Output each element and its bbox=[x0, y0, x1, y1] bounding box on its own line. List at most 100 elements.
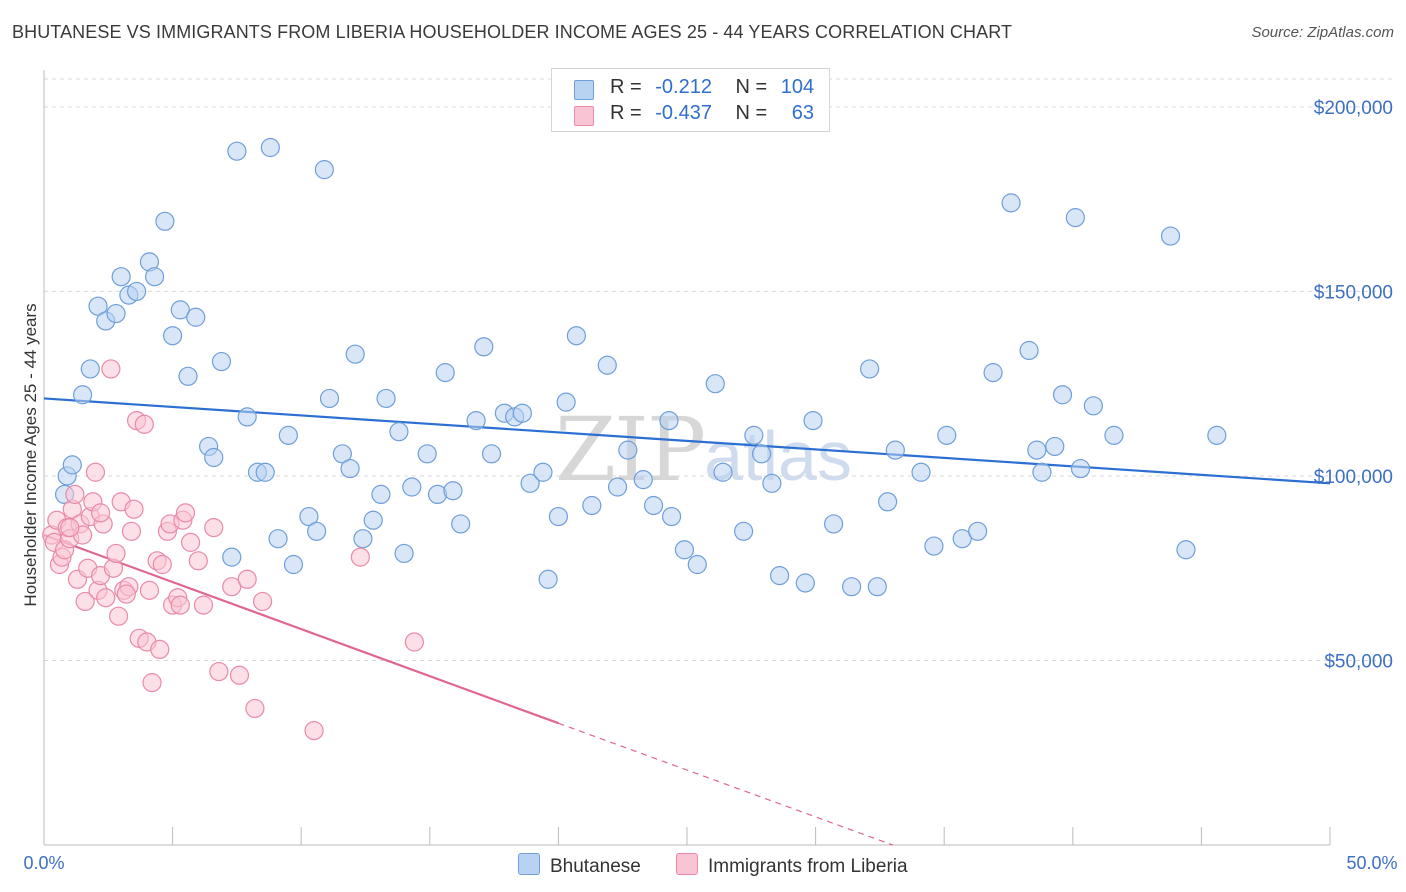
y-tick-label: $50,000 bbox=[1324, 651, 1393, 672]
point-bhutanese bbox=[1065, 208, 1085, 228]
point-liberia bbox=[90, 503, 111, 523]
point-liberia bbox=[124, 499, 144, 519]
point-liberia bbox=[75, 591, 95, 612]
point-bhutanese bbox=[88, 296, 108, 316]
bottom-legend-label: Bhutanese bbox=[550, 856, 641, 877]
point-bhutanese bbox=[520, 473, 540, 493]
point-liberia bbox=[404, 632, 424, 652]
point-liberia bbox=[175, 503, 196, 523]
point-bhutanese bbox=[878, 492, 898, 512]
point-bhutanese bbox=[1104, 425, 1124, 445]
point-bhutanese bbox=[762, 473, 782, 493]
point-bhutanese bbox=[155, 211, 175, 231]
point-bhutanese bbox=[111, 267, 131, 287]
source-label: Source: ZipAtlas.com bbox=[1251, 24, 1394, 41]
point-liberia bbox=[350, 547, 370, 567]
point-bhutanese bbox=[255, 462, 275, 482]
axis-labels: $50,000 $100,000 $150,000 $200,000 0.0% 50.0%… bbox=[21, 98, 1398, 873]
bottom-legend-bhutanese[interactable]: Bhutanese bbox=[518, 853, 641, 878]
point-liberia bbox=[209, 661, 229, 682]
legend-r-label: R = bbox=[610, 76, 642, 98]
point-liberia bbox=[245, 698, 265, 719]
point-bhutanese bbox=[705, 374, 725, 394]
point-bhutanese bbox=[481, 444, 502, 464]
y-axis-title: Householder Income Ages 25 - 44 years bbox=[21, 303, 40, 606]
point-bhutanese bbox=[744, 425, 764, 445]
point-bhutanese bbox=[332, 444, 352, 464]
x-tick-label: 0.0% bbox=[23, 853, 64, 873]
legend-n-value: 63 bbox=[791, 102, 815, 124]
point-bhutanese bbox=[268, 529, 288, 549]
legend-swatch-blue bbox=[574, 80, 594, 100]
point-bhutanese bbox=[1176, 540, 1196, 560]
point-liberia bbox=[304, 720, 324, 741]
point-bhutanese bbox=[394, 543, 414, 564]
point-bhutanese bbox=[80, 359, 100, 379]
point-bhutanese bbox=[548, 506, 569, 527]
legend-swatch-pink bbox=[574, 106, 594, 126]
point-bhutanese bbox=[687, 554, 707, 575]
point-bhutanese bbox=[227, 141, 247, 161]
trend-lines bbox=[43, 397, 1331, 846]
point-bhutanese bbox=[885, 440, 905, 460]
point-bhutanese bbox=[178, 366, 198, 386]
point-bhutanese bbox=[62, 455, 82, 475]
point-bhutanese bbox=[582, 495, 602, 516]
y-tick-label: $200,000 bbox=[1314, 98, 1393, 119]
point-bhutanese bbox=[443, 481, 463, 501]
point-bhutanese bbox=[911, 462, 931, 482]
point-bhutanese bbox=[674, 540, 695, 560]
point-liberia bbox=[229, 665, 250, 685]
point-bhutanese bbox=[924, 536, 944, 556]
point-bhutanese bbox=[371, 484, 391, 505]
point-bhutanese bbox=[1019, 340, 1039, 361]
point-liberia bbox=[108, 606, 129, 626]
point-liberia bbox=[193, 595, 214, 615]
point-bhutanese bbox=[204, 447, 224, 468]
watermark: ZIPatlas bbox=[555, 398, 852, 501]
point-bhutanese bbox=[1027, 440, 1047, 460]
point-bhutanese bbox=[1160, 226, 1181, 246]
point-liberia bbox=[139, 580, 160, 600]
legend-r-label: R = bbox=[610, 102, 642, 124]
point-bhutanese bbox=[1032, 462, 1052, 482]
point-bhutanese bbox=[283, 554, 304, 575]
point-liberia bbox=[181, 532, 201, 552]
point-bhutanese bbox=[435, 363, 455, 383]
point-bhutanese bbox=[278, 425, 298, 445]
data-points bbox=[42, 137, 1227, 741]
point-bhutanese bbox=[633, 470, 653, 490]
point-bhutanese bbox=[566, 326, 587, 346]
point-bhutanese bbox=[643, 495, 664, 516]
point-liberia bbox=[60, 518, 80, 538]
point-liberia bbox=[222, 577, 242, 597]
point-bhutanese bbox=[533, 462, 553, 482]
point-bhutanese bbox=[376, 388, 396, 409]
point-liberia bbox=[152, 554, 172, 575]
point-bhutanese bbox=[299, 506, 319, 527]
legend-n-value: 104 bbox=[780, 76, 815, 98]
correlation-legend: R = -0.212 N = 104 R = -0.437 N = 63 bbox=[551, 68, 830, 132]
legend-r-value: -0.212 bbox=[655, 76, 712, 98]
trend-line-bhutanese bbox=[43, 397, 1331, 485]
point-liberia bbox=[101, 359, 121, 379]
point-bhutanese bbox=[824, 514, 844, 534]
point-bhutanese bbox=[751, 444, 772, 464]
point-bhutanese bbox=[314, 160, 334, 180]
bottom-legend-liberia[interactable]: Immigrants from Liberia bbox=[676, 853, 908, 878]
point-bhutanese bbox=[512, 403, 532, 423]
point-bhutanese bbox=[186, 307, 206, 327]
point-bhutanese bbox=[860, 359, 880, 379]
point-bhutanese bbox=[842, 577, 862, 597]
legend-r-value: -0.437 bbox=[655, 102, 712, 124]
point-bhutanese bbox=[1001, 193, 1021, 213]
point-bhutanese bbox=[733, 521, 754, 541]
point-bhutanese bbox=[713, 462, 733, 482]
trend-line-liberia bbox=[43, 533, 559, 725]
point-bhutanese bbox=[607, 477, 628, 497]
point-liberia bbox=[150, 639, 170, 660]
y-tick-label: $150,000 bbox=[1314, 282, 1393, 303]
point-bhutanese bbox=[661, 506, 682, 527]
point-bhutanese bbox=[474, 337, 494, 357]
